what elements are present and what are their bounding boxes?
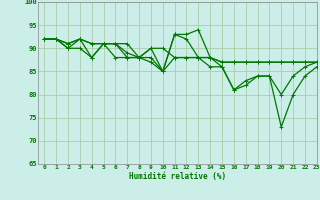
X-axis label: Humidité relative (%): Humidité relative (%) bbox=[129, 172, 226, 181]
